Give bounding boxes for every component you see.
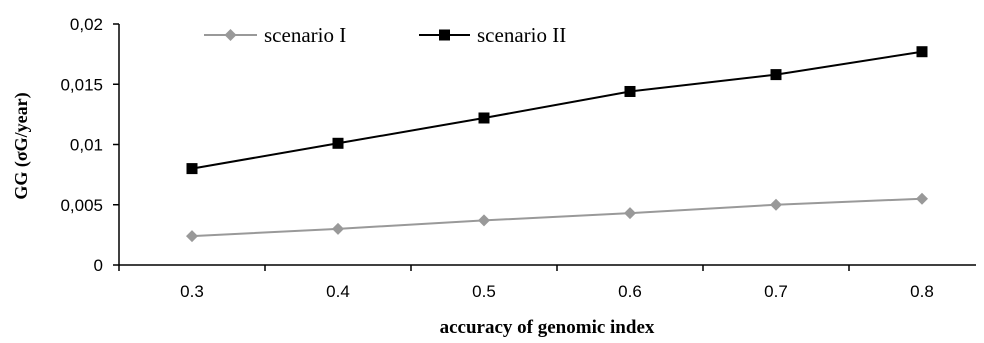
scenario-i-point: [478, 214, 490, 227]
x-tick-label: 0.4: [326, 282, 350, 301]
x-tick-label: 0.8: [910, 282, 934, 301]
x-axis-label: accuracy of genomic index: [440, 317, 655, 338]
scenario-ii-point: [916, 46, 928, 58]
y-axis-label: GG (σG/year): [11, 92, 32, 199]
scenario-i-point: [770, 198, 782, 211]
y-tick-label: 0,01: [70, 136, 103, 155]
scenario-ii-point: [624, 85, 636, 97]
y-tick-label: 0: [94, 256, 103, 275]
scenario-i-point: [624, 207, 636, 220]
scenario-i-line: [191, 197, 923, 238]
series-layer: [186, 46, 928, 243]
x-tick-label: 0.7: [764, 282, 788, 301]
axes: [118, 24, 976, 266]
x-tick-label: 0.3: [180, 282, 204, 301]
y-tick-label: 0,015: [60, 75, 103, 94]
scenario-i-point: [916, 192, 928, 205]
scenario-i-point: [332, 222, 344, 235]
legend-marker-scenario-ii: [439, 29, 450, 41]
x-tick-label: 0.5: [472, 282, 496, 301]
scenario-i-point: [186, 230, 198, 243]
y-ticks: 0 0,005 0,01 0,015 0,02: [60, 15, 119, 275]
legend-label-scenario-i: scenario I: [264, 23, 346, 47]
scenario-ii-point: [332, 137, 344, 149]
x-tick-label: 0.6: [618, 282, 642, 301]
scenario-ii-point: [770, 69, 782, 81]
y-tick-label: 0,02: [70, 15, 103, 34]
scenario-ii-point: [478, 112, 490, 124]
legend-marker-scenario-i: [224, 29, 237, 41]
legend: scenario I scenario II: [204, 23, 566, 47]
legend-label-scenario-ii: scenario II: [477, 23, 566, 47]
y-tick-label: 0,005: [60, 196, 103, 215]
scenario-ii-line: [191, 50, 923, 170]
x-ticks: 0.3 0.4 0.5 0.6 0.7 0.8: [118, 265, 934, 301]
scenario-ii-point: [186, 163, 198, 175]
